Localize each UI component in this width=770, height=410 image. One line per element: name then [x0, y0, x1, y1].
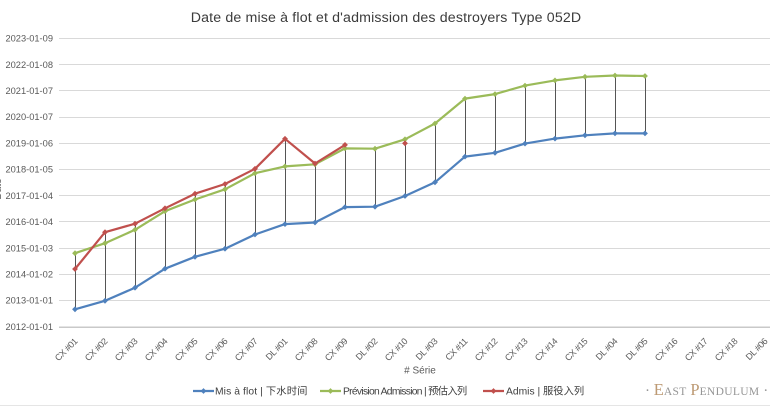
svg-text:Date de mise à flot et d'admis: Date de mise à flot et d'admission des d…	[191, 10, 582, 26]
svg-text:Date: Date	[0, 178, 4, 200]
svg-text:2015-01-03: 2015-01-03	[5, 243, 53, 253]
svg-text:2020-01-07: 2020-01-07	[5, 112, 53, 122]
svg-text:2022-01-08: 2022-01-08	[5, 60, 53, 70]
svg-text:# Série: # Série	[404, 366, 436, 377]
svg-text:2019-01-06: 2019-01-06	[5, 138, 53, 148]
svg-text:Admis | 服役入列: Admis | 服役入列	[506, 385, 584, 398]
svg-text:2018-01-05: 2018-01-05	[5, 165, 53, 175]
svg-text:2017-01-04: 2017-01-04	[5, 191, 53, 201]
svg-text:2014-01-02: 2014-01-02	[5, 270, 53, 280]
svg-text:2016-01-04: 2016-01-04	[5, 217, 53, 227]
svg-text:2023-01-09: 2023-01-09	[5, 34, 53, 44]
svg-text:Prévision Admission | 预估入列: Prévision Admission | 预估入列	[343, 385, 467, 398]
svg-text:2012-01-01: 2012-01-01	[5, 322, 53, 332]
svg-text:2013-01-01: 2013-01-01	[5, 296, 53, 306]
svg-text:2021-01-07: 2021-01-07	[5, 86, 53, 96]
svg-text:Mis à flot | 下水时间: Mis à flot | 下水时间	[215, 385, 307, 398]
